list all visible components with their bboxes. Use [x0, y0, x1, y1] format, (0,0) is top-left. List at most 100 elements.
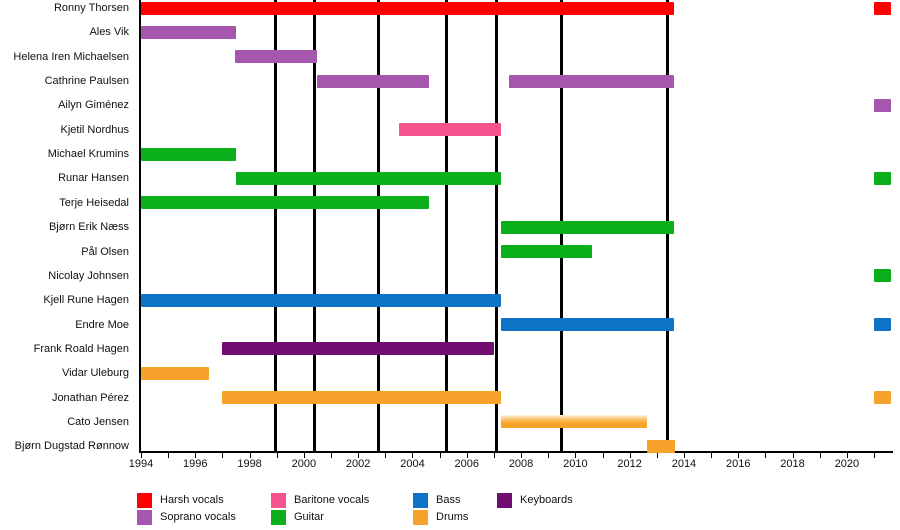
x-tick-label: 2006: [454, 458, 479, 470]
timeline-bar: [873, 171, 891, 185]
x-tick-label: 1994: [128, 458, 154, 470]
legend-label: Keyboards: [520, 494, 573, 506]
member-name-column: Ronny Thorsen Ales Vik Helena Iren Michael…: [0, 0, 133, 452]
x-tick: [846, 453, 848, 458]
legend-label: Drums: [436, 511, 469, 523]
member-name-label: Cato Jensen: [67, 415, 129, 428]
member-name-label: Kjell Rune Hagen: [43, 294, 129, 307]
x-tick: [249, 453, 251, 458]
x-tick: [711, 453, 713, 458]
legend-label: Bass: [436, 494, 461, 506]
x-tick: [765, 453, 767, 458]
x-tick: [195, 453, 197, 458]
member-name-label: Nicolay Johnsen: [48, 269, 129, 282]
x-tick: [738, 453, 740, 458]
x-tick-label: 2004: [400, 458, 425, 470]
x-tick-label: 2014: [671, 458, 697, 470]
x-tick-label: 2018: [780, 458, 805, 470]
legend-swatch-keyboards: [497, 493, 512, 508]
timeline-bar: [141, 147, 237, 161]
x-tick-label: 2002: [345, 458, 371, 470]
x-axis-spine: [140, 451, 893, 453]
x-tick: [873, 453, 875, 458]
timeline-bar: [141, 1, 675, 15]
member-name-label: Ailyn Giménez: [58, 99, 129, 112]
member-name-label: Bjørn Dugstad Rønnow: [14, 440, 129, 453]
x-tick: [412, 453, 414, 458]
timeline-bar: [236, 171, 501, 185]
member-name-label: Jonathan Pérez: [51, 391, 129, 404]
timeline-bar: [508, 74, 675, 88]
legend-label: Soprano vocals: [160, 511, 236, 523]
timeline-bar: [873, 1, 891, 15]
x-tick-label: 2000: [291, 458, 317, 470]
legend-swatch-soprano-vocals: [137, 510, 152, 525]
timeline-bar: [873, 98, 891, 112]
legend-swatch-harsh-vocals: [137, 493, 152, 508]
x-tick: [548, 453, 550, 458]
legend-swatch-bass: [413, 493, 428, 508]
legend-swatch-guitar: [271, 510, 286, 525]
x-tick: [629, 453, 631, 458]
album-release-line: [495, 0, 499, 452]
timeline-bar: [500, 318, 675, 332]
member-name-label: Bjørn Erik Næss: [48, 221, 129, 234]
x-tick-label: 1998: [237, 458, 262, 470]
member-name-label: Frank Roald Hagen: [33, 342, 129, 355]
timeline-bar: [222, 391, 501, 405]
x-tick: [358, 453, 360, 458]
plot-area: [141, 0, 893, 453]
x-tick: [303, 453, 305, 458]
timeline-bar: [234, 50, 318, 64]
member-name-label: Terje Heisedal: [59, 196, 129, 209]
x-tick: [792, 453, 794, 458]
x-tick-label: 2020: [834, 458, 860, 470]
member-name-label: Ronny Thorsen: [53, 2, 129, 14]
timeline-bar: [500, 415, 647, 429]
member-name-label: Cathrine Paulsen: [44, 75, 129, 88]
x-tick: [331, 453, 333, 458]
timeline-bar: [317, 74, 429, 88]
member-name-label: Michael Krumins: [47, 148, 129, 161]
y-axis-spine: [139, 0, 141, 453]
legend-label: Baritone vocals: [294, 494, 370, 506]
member-name-label: Vidar Uleburg: [61, 367, 129, 380]
legend-label: Harsh vocals: [160, 494, 224, 506]
member-name-label: Helena Iren Michaelsen: [13, 50, 129, 63]
timeline-bar: [222, 342, 494, 356]
timeline-bar: [141, 293, 501, 307]
x-tick: [819, 453, 821, 458]
member-name-label: Kjetil Nordhus: [60, 123, 129, 136]
member-name-label: Pål Olsen: [81, 245, 129, 258]
legend: Harsh vocals Soprano vocals Baritone vocal…: [0, 486, 900, 530]
x-tick: [222, 453, 224, 458]
timeline-bar: [873, 269, 891, 283]
album-release-line: [312, 0, 316, 452]
legend-swatch-drums: [413, 510, 428, 525]
member-name-label: Runar Hansen: [58, 172, 129, 185]
x-tick: [168, 453, 170, 458]
x-tick: [439, 453, 441, 458]
timeline-bar: [141, 25, 237, 39]
x-tick: [575, 453, 577, 458]
timeline-bar: [500, 245, 592, 258]
x-tick: [602, 453, 604, 458]
timeline-bar: [398, 123, 501, 137]
timeline-bar: [141, 196, 429, 210]
timeline-bar: [873, 318, 891, 332]
x-tick: [141, 453, 142, 458]
timeline-bar: [873, 391, 891, 405]
x-tick: [521, 453, 523, 458]
member-name-label: Ales Vik: [89, 26, 129, 39]
x-tick-label: 1996: [183, 458, 208, 470]
legend-label: Guitar: [294, 511, 324, 523]
x-tick-label: 2012: [617, 458, 642, 470]
timeline-bar: [141, 366, 209, 380]
album-release-line: [273, 0, 277, 452]
x-tick-label: 2016: [726, 458, 751, 470]
x-tick: [683, 453, 685, 458]
legend-swatch-baritone-vocals: [271, 493, 286, 508]
timeline-bar: [646, 439, 675, 453]
x-tick: [656, 453, 658, 458]
